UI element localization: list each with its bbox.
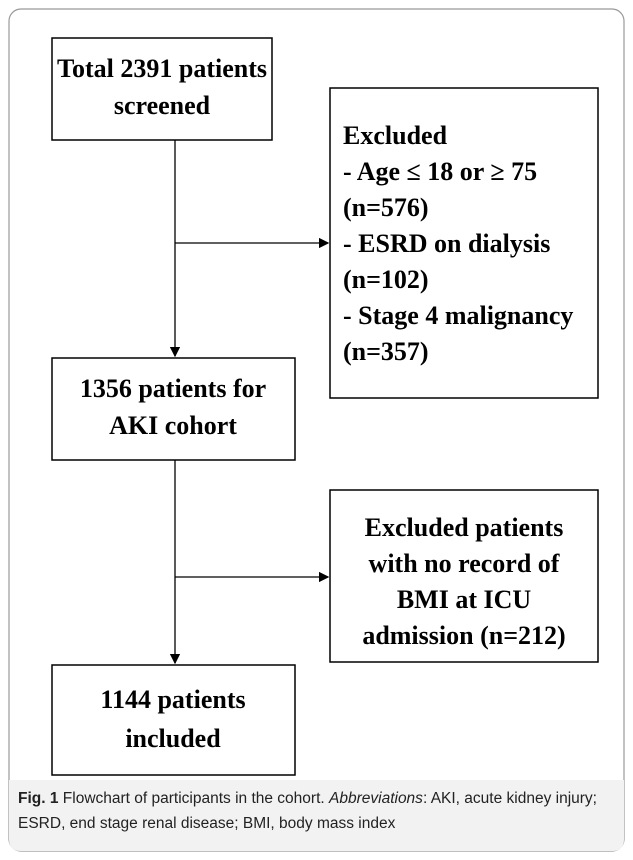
node-text: - Age ≤ 18 or ≥ 75 bbox=[343, 157, 537, 186]
node-text: screened bbox=[114, 91, 211, 120]
node-text: BMI at ICU bbox=[397, 585, 532, 614]
node-text: - ESRD on dialysis bbox=[343, 229, 550, 258]
node-text: 1356 patients for bbox=[80, 374, 266, 403]
node-text: admission (n=212) bbox=[362, 621, 565, 650]
node-text: included bbox=[125, 724, 221, 753]
caption-emphasis: Abbreviations bbox=[329, 790, 423, 807]
box bbox=[51, 664, 296, 776]
node-text: with no record of bbox=[369, 549, 560, 578]
node-text: (n=576) bbox=[343, 193, 429, 222]
node-text: Total 2391 patients bbox=[57, 54, 267, 83]
node-text: 1144 patients bbox=[100, 685, 245, 714]
node-text: (n=357) bbox=[343, 337, 429, 366]
node-text: Excluded patients bbox=[365, 513, 564, 542]
caption-text: Flowchart of participants in the cohort. bbox=[58, 790, 330, 807]
node-text: AKI cohort bbox=[109, 411, 237, 440]
node-text: (n=102) bbox=[343, 265, 429, 294]
box bbox=[51, 37, 273, 141]
box bbox=[51, 357, 296, 461]
box bbox=[329, 489, 599, 663]
node-text: - Stage 4 malignancy bbox=[343, 301, 573, 330]
caption-band bbox=[9, 780, 624, 851]
node-text: Excluded bbox=[343, 121, 448, 150]
box bbox=[329, 87, 599, 399]
caption-text: : AKI, acute kidney injury; ESRD, end st… bbox=[18, 790, 597, 832]
caption: Fig. 1 Flowchart of participants in the … bbox=[18, 786, 618, 836]
caption-label: Fig. 1 bbox=[18, 790, 59, 807]
